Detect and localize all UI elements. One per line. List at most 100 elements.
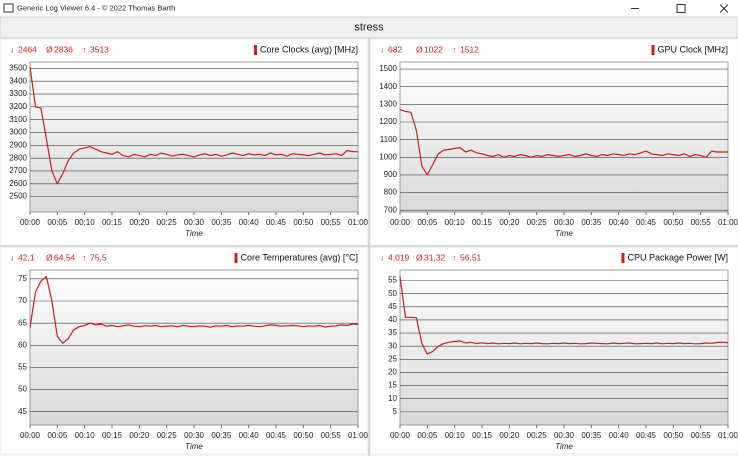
stat-symbol: ↓ [380, 44, 384, 54]
y-tick-label: 5 [393, 407, 398, 416]
y-tick-label: 2500 [9, 192, 27, 201]
y-tick-label: 3300 [9, 89, 27, 98]
chart-title: Core Temperatures (avg) [°C] [241, 252, 358, 262]
x-tick-label: 00:20 [129, 218, 150, 227]
x-tick-label: 00:50 [293, 218, 314, 227]
x-tick-label: 00:45 [266, 218, 287, 227]
y-tick-label: 3500 [9, 64, 27, 73]
stat-value: 31,32 [424, 252, 446, 262]
stat-value: 2464 [18, 44, 37, 54]
y-tick-label: 3200 [9, 102, 27, 111]
x-tick-label: 00:25 [527, 431, 548, 440]
stat-symbol: ↑ [82, 252, 86, 262]
stat-value: 682 [388, 44, 402, 54]
x-tick-label: 01:00 [348, 431, 369, 440]
x-tick-label: 00:30 [554, 431, 575, 440]
data-line [29, 66, 358, 185]
title-bar [0, 0, 738, 17]
close-button[interactable] [719, 4, 729, 13]
x-axis-label: Time [555, 229, 573, 238]
y-tick-label: 50 [18, 385, 27, 394]
title-marker [253, 45, 257, 55]
y-tick-label: 55 [388, 276, 397, 285]
y-tick-label: 30 [388, 341, 397, 350]
x-tick-label: 00:40 [239, 431, 260, 440]
chart-title: Core Clocks (avg) [MHz] [260, 44, 358, 54]
x-tick-label: 00:10 [445, 431, 466, 440]
chart-title: GPU Clock [MHz] [657, 44, 728, 54]
y-tick-label: 2900 [9, 140, 27, 149]
plot-area [29, 61, 359, 213]
x-tick-label: 00:00 [390, 431, 411, 440]
x-tick-label: 00:05 [47, 431, 68, 440]
title-marker [621, 253, 625, 263]
x-tick-label: 00:40 [609, 431, 630, 440]
y-tick-label: 3100 [9, 115, 27, 124]
y-tick-label: 1500 [379, 64, 397, 73]
x-tick-label: 00:55 [321, 431, 342, 440]
app-icon [3, 3, 14, 13]
chart-title: CPU Package Power [W] [627, 252, 728, 262]
window-title: Generic Log Viewer 6.4 - © 2022 Thomas B… [17, 3, 175, 12]
x-tick-label: 00:20 [499, 431, 520, 440]
stat-symbol: Ø [416, 44, 423, 54]
x-tick-label: 00:00 [20, 431, 41, 440]
stat-value: 42,1 [18, 252, 35, 262]
stat-symbol: ↓ [380, 252, 384, 262]
x-tick-label: 00:45 [266, 431, 287, 440]
y-tick-label: 50 [388, 289, 397, 298]
x-tick-label: 00:45 [636, 218, 657, 227]
y-tick-label: 3000 [9, 128, 27, 137]
y-tick-label: 3400 [9, 76, 27, 85]
x-tick-label: 00:10 [75, 431, 96, 440]
x-tick-label: 01:00 [348, 218, 369, 227]
x-tick-label: 00:15 [102, 218, 123, 227]
stat-symbol: Ø [46, 44, 53, 54]
y-tick-label: 75 [18, 274, 27, 283]
y-tick-label: 2700 [9, 166, 27, 175]
y-tick-label: 65 [18, 318, 27, 327]
y-tick-label: 900 [384, 170, 398, 179]
stat-symbol: ↑ [452, 44, 456, 54]
stat-symbol: ↓ [10, 252, 14, 262]
x-tick-label: 00:15 [472, 431, 493, 440]
y-tick-label: 10 [388, 394, 397, 403]
x-tick-label: 00:30 [554, 218, 575, 227]
plot-area [399, 61, 729, 213]
plot-area [399, 269, 729, 426]
title-marker [234, 253, 238, 263]
x-tick-label: 00:30 [184, 218, 205, 227]
stat-symbol: ↑ [452, 252, 456, 262]
x-axis-label: Time [185, 442, 203, 451]
x-tick-label: 00:10 [445, 218, 466, 227]
x-tick-label: 00:35 [211, 218, 232, 227]
x-tick-label: 00:55 [691, 218, 712, 227]
y-tick-label: 15 [388, 381, 397, 390]
stat-symbol: Ø [46, 252, 53, 262]
x-tick-label: 00:00 [20, 218, 41, 227]
y-tick-label: 55 [18, 363, 27, 372]
x-tick-label: 00:45 [636, 431, 657, 440]
x-tick-label: 00:15 [472, 218, 493, 227]
x-tick-label: 00:05 [47, 218, 68, 227]
title-marker [651, 45, 655, 55]
y-tick-label: 1200 [379, 117, 397, 126]
y-tick-label: 60 [18, 340, 27, 349]
x-tick-label: 00:35 [581, 218, 602, 227]
maximize-button[interactable] [676, 4, 686, 13]
y-tick-label: 70 [18, 296, 27, 305]
x-tick-label: 00:30 [184, 431, 205, 440]
x-tick-label: 00:55 [691, 431, 712, 440]
stat-value: 2836 [54, 44, 73, 54]
x-tick-label: 00:25 [527, 218, 548, 227]
x-tick-label: 00:25 [157, 218, 178, 227]
y-tick-label: 45 [388, 302, 397, 311]
stat-value: 64,54 [54, 252, 76, 262]
y-tick-label: 45 [18, 407, 27, 416]
y-tick-label: 2800 [9, 153, 27, 162]
x-tick-label: 00:25 [157, 431, 178, 440]
y-tick-label: 1400 [379, 82, 397, 91]
x-tick-label: 00:50 [293, 431, 314, 440]
stat-value: 1512 [460, 44, 479, 54]
